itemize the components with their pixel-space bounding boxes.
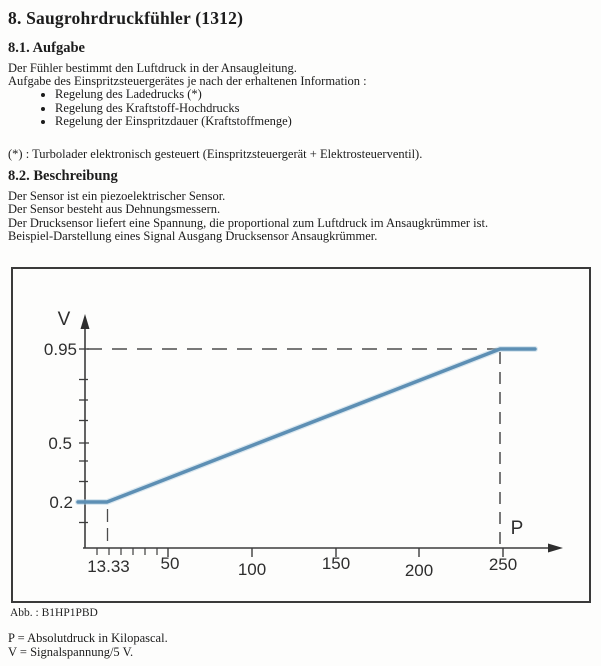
y-tick-02: 0.2	[49, 493, 73, 512]
turbo-footnote: (*) : Turbolader elektronisch gesteuert …	[8, 147, 423, 162]
legend-line-v: V = Signalspannung/5 V.	[8, 644, 134, 659]
beschreibung-line-4: Beispiel-Darstellung eines Signal Ausgan…	[8, 228, 378, 243]
y-axis-ticks	[79, 348, 89, 524]
x-tick-100: 100	[238, 560, 266, 579]
chart-canvas: V P 0.95 0.5 0.2 13.33 50 100 150 200 25…	[44, 309, 563, 580]
section-aufgabe-heading: 8.1. Aufgabe	[8, 40, 85, 56]
bullet-item: Regelung des Kraftstoff-Hochdrucks	[55, 101, 593, 115]
legend-line-p: P = Absolutdruck in Kilopascal.	[8, 631, 168, 645]
bullet-item: Regelung der Einspritzdauer (Kraftstoffm…	[55, 114, 593, 128]
beschreibung-line-2: Der Sensor besteht aus Dehnungsmessern.	[8, 202, 221, 217]
doc-title: 8. Saugrohrdruckfühler (1312)	[8, 8, 244, 28]
y-axis-arrow-icon	[80, 314, 90, 329]
x-axis-major-ticks	[167, 548, 504, 557]
beschreibung-line-1: Der Sensor ist ein piezoelektrischer Sen…	[8, 189, 226, 204]
x-axis-label: P	[511, 518, 524, 539]
text-block: 8. Saugrohrdruckfühler (1312) 8.1. Aufga…	[8, 8, 593, 243]
x-tick-150: 150	[322, 554, 350, 573]
pressure-voltage-chart: V P 0.95 0.5 0.2 13.33 50 100 150 200 25…	[11, 267, 591, 603]
x-tick-1333: 13.33	[87, 557, 130, 576]
signal-line	[76, 347, 537, 504]
x-tick-200: 200	[405, 561, 433, 580]
aufgabe-line-1: Der Fühler bestimmt den Luftdruck in der…	[8, 61, 297, 75]
x-axis-fine-ticks	[96, 548, 158, 555]
y-axis-label: V	[58, 309, 71, 330]
bullet-item: Regelung des Ladedrucks (*)	[55, 88, 593, 101]
aufgabe-line-2: Aufgabe des Einspritzsteuergerätes je na…	[8, 74, 367, 89]
section-beschreibung-heading: 8.2. Beschreibung	[8, 168, 118, 185]
beschreibung-line-3: Der Drucksensor liefert eine Spannung, d…	[8, 215, 489, 230]
x-tick-50: 50	[161, 554, 180, 573]
y-tick-095: 0.95	[44, 340, 77, 359]
aufgabe-bullet-list: Regelung des Ladedrucks (*) Regelung des…	[8, 88, 593, 128]
figure-caption: Abb. : B1HP1PBD	[10, 607, 98, 619]
x-tick-250: 250	[489, 555, 517, 574]
x-axis-arrow-icon	[548, 543, 563, 553]
legend-block: P = Absolutdruck in Kilopascal. V = Sign…	[8, 631, 168, 659]
y-tick-05: 0.5	[48, 434, 72, 453]
